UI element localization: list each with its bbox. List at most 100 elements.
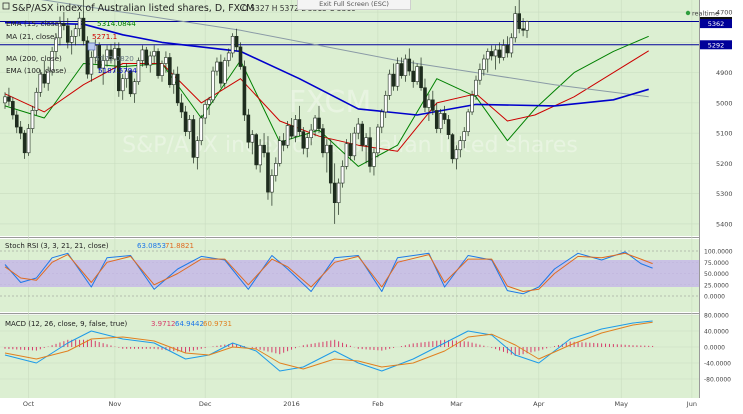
candle[interactable] — [285, 125, 290, 146]
candle[interactable] — [105, 49, 109, 61]
candle[interactable] — [250, 134, 255, 143]
stoch-rsi-label[interactable]: Stoch RSI (3, 3, 21, 21, close) — [5, 242, 109, 250]
candle[interactable] — [509, 37, 514, 54]
candle[interactable] — [73, 28, 78, 37]
candle[interactable] — [372, 152, 376, 167]
price-panel-bg[interactable] — [0, 0, 699, 236]
legend-ema15-label[interactable]: EMA (15, close) — [6, 19, 62, 28]
candle[interactable] — [132, 81, 137, 95]
candle[interactable] — [140, 49, 145, 61]
candle[interactable] — [462, 131, 467, 141]
candle[interactable] — [399, 63, 404, 76]
candle[interactable] — [438, 113, 443, 129]
candle[interactable] — [391, 73, 396, 87]
horizontal-lines[interactable] — [0, 20, 699, 46]
candle[interactable] — [376, 126, 380, 154]
candle[interactable] — [14, 114, 19, 128]
candle[interactable] — [22, 132, 27, 154]
candle[interactable] — [317, 117, 321, 129]
legend-ma21-label[interactable]: MA (21, close) — [6, 32, 57, 41]
candle[interactable] — [203, 104, 207, 119]
candle[interactable] — [474, 79, 478, 96]
candle[interactable] — [187, 119, 192, 132]
macd-panel-bg[interactable] — [0, 315, 699, 398]
candle[interactable] — [50, 51, 54, 72]
candle[interactable] — [478, 69, 482, 81]
candle[interactable] — [289, 125, 294, 137]
candle[interactable] — [470, 95, 474, 113]
candle[interactable] — [387, 73, 392, 96]
candle[interactable] — [403, 58, 408, 76]
candle[interactable] — [497, 49, 502, 58]
candle[interactable] — [301, 131, 306, 149]
candle[interactable] — [3, 96, 7, 104]
candle[interactable] — [442, 113, 447, 120]
candle[interactable] — [482, 58, 486, 70]
candle[interactable] — [309, 129, 313, 138]
candle[interactable] — [219, 61, 223, 84]
candle[interactable] — [54, 37, 58, 52]
candle[interactable] — [46, 70, 50, 84]
candle[interactable] — [18, 126, 23, 134]
candle[interactable] — [117, 48, 121, 92]
macd-label[interactable]: MACD (12, 26, close, 9, false, true) — [5, 320, 128, 328]
candle[interactable] — [521, 28, 525, 31]
candle[interactable] — [305, 137, 310, 149]
candle[interactable] — [226, 52, 231, 61]
legend-ma200-label[interactable]: MA (200, close) — [6, 54, 62, 63]
candle[interactable] — [11, 101, 15, 116]
candle[interactable] — [525, 21, 529, 31]
candle[interactable] — [77, 17, 82, 30]
candle[interactable] — [368, 137, 372, 167]
candle[interactable] — [124, 70, 129, 79]
candle[interactable] — [89, 57, 94, 75]
candle[interactable] — [183, 111, 188, 132]
candle[interactable] — [254, 134, 258, 166]
candle[interactable] — [199, 117, 204, 141]
candle[interactable] — [274, 163, 278, 176]
candle[interactable] — [427, 99, 431, 108]
candle[interactable] — [109, 49, 113, 60]
exit-full-screen-button[interactable]: Exit Full Screen (ESC) — [297, 0, 411, 10]
candle[interactable] — [258, 144, 262, 166]
candle[interactable] — [277, 140, 282, 164]
candle[interactable] — [270, 175, 274, 193]
candle[interactable] — [113, 48, 117, 60]
candle[interactable] — [175, 73, 180, 104]
candle[interactable] — [458, 140, 463, 151]
candle[interactable] — [293, 119, 298, 137]
candle[interactable] — [207, 99, 211, 105]
candle[interactable] — [505, 45, 510, 54]
candle[interactable] — [466, 111, 470, 132]
candle[interactable] — [238, 46, 243, 67]
candle[interactable] — [223, 60, 227, 84]
candle[interactable] — [97, 45, 101, 69]
candle[interactable] — [431, 99, 435, 111]
candle[interactable] — [517, 13, 521, 30]
candle[interactable] — [191, 119, 196, 158]
candle[interactable] — [262, 144, 266, 154]
candle[interactable] — [160, 63, 164, 76]
candle[interactable] — [321, 128, 325, 154]
candle[interactable] — [30, 110, 35, 129]
candle[interactable] — [344, 143, 349, 167]
candle[interactable] — [454, 149, 459, 160]
candle[interactable] — [171, 73, 176, 86]
candle[interactable] — [69, 36, 74, 43]
candle[interactable] — [297, 119, 302, 132]
candle[interactable] — [144, 49, 149, 66]
candle[interactable] — [395, 63, 400, 87]
candle[interactable] — [485, 51, 490, 60]
candle[interactable] — [85, 40, 90, 75]
candle[interactable] — [450, 134, 455, 160]
candle[interactable] — [489, 51, 494, 57]
candle[interactable] — [58, 23, 62, 39]
candle[interactable] — [211, 70, 215, 101]
candle[interactable] — [493, 49, 498, 57]
candle[interactable] — [246, 114, 251, 143]
candle[interactable] — [340, 166, 345, 184]
candle[interactable] — [348, 143, 353, 157]
candle[interactable] — [136, 60, 141, 82]
candle[interactable] — [101, 60, 105, 69]
candle[interactable] — [234, 36, 239, 48]
